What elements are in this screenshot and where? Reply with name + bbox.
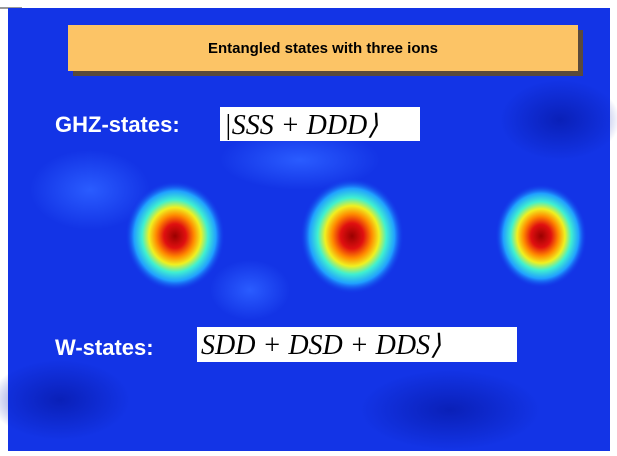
slide-title: Entangled states with three ions [208, 40, 438, 57]
state-label: W-states: [55, 335, 154, 360]
ions [125, 178, 587, 294]
state-expression: |SSS + DDD⟩ [224, 110, 378, 141]
state-expression: SDD + DSD + DDS⟩ [201, 330, 441, 361]
state-label: GHZ-states: [55, 112, 180, 137]
slide: Entangled states with three ions GHZ-sta… [0, 0, 617, 451]
